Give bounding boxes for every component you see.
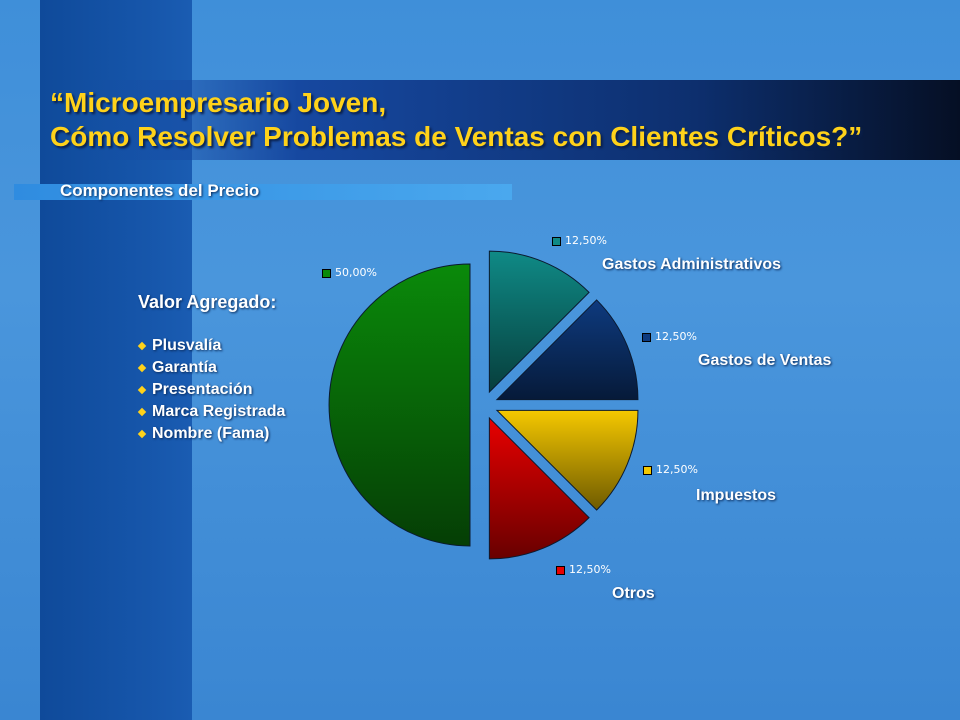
legend-swatch — [552, 236, 561, 246]
pie-slice-gastos-de-ventas — [495, 299, 639, 401]
data-label-text: 12,50% — [656, 463, 698, 476]
data-label-text: 50,00% — [335, 266, 377, 279]
title-band — [78, 80, 960, 160]
data-label-text: 12,50% — [565, 234, 607, 247]
pie-slice-gastos-administrativos — [488, 250, 590, 394]
list-item-label: Nombre (Fama) — [152, 425, 270, 442]
list-item-label: Presentación — [152, 381, 253, 398]
slice-label-gastos-de-ventas: Gastos de Ventas — [698, 352, 832, 369]
pie-slice-valor-agregado — [328, 263, 471, 547]
list-item: Presentación — [137, 379, 285, 401]
legend-swatch — [322, 268, 331, 278]
list-item: Marca Registrada — [137, 401, 286, 423]
list-item: Garantía — [137, 357, 285, 379]
page-title: “Microempresario Joven, Cómo Resolver Pr… — [50, 86, 950, 154]
title-line-1: “Microempresario Joven, — [50, 87, 387, 118]
list-item: Nombre (Fama) — [137, 423, 285, 445]
pie-slice-impuestos — [495, 409, 639, 511]
data-label-gastos-de-ventas: 12,50% — [642, 330, 697, 343]
subtitle: Componentes del Precio — [60, 181, 260, 200]
valor-heading: Valor Agregado: — [138, 292, 277, 312]
legend-swatch — [556, 565, 565, 575]
legend-swatch — [643, 465, 652, 475]
valor-agregado: Valor Agregado: Plusvalía Garantía Prese… — [137, 292, 286, 445]
slice-label-gastos-administrativos: Gastos Administrativos — [602, 256, 782, 273]
data-label-gastos-administrativos: 12,50% — [552, 234, 607, 247]
legend-swatch — [642, 332, 651, 342]
data-label-otros: 12,50% — [556, 563, 611, 576]
data-label-text: 12,50% — [569, 563, 611, 576]
list-item: Plusvalía — [137, 335, 285, 357]
list-item-label: Marca Registrada — [152, 403, 286, 420]
title-line-2: Cómo Resolver Problemas de Ventas con Cl… — [50, 121, 863, 152]
list-item-label: Garantía — [152, 359, 217, 376]
slice-label-impuestos: Impuestos — [696, 487, 777, 504]
data-label-valor-agregado: 50,00% — [322, 266, 377, 279]
data-label-impuestos: 12,50% — [643, 463, 698, 476]
slice-label-otros: Otros — [612, 585, 655, 602]
subtitle-band — [14, 184, 512, 200]
data-label-text: 12,50% — [655, 330, 697, 343]
list-item-label: Plusvalía — [152, 337, 222, 354]
pie-slice-otros — [488, 416, 590, 560]
valor-list: Plusvalía Garantía Presentación Marca Re… — [137, 335, 286, 445]
